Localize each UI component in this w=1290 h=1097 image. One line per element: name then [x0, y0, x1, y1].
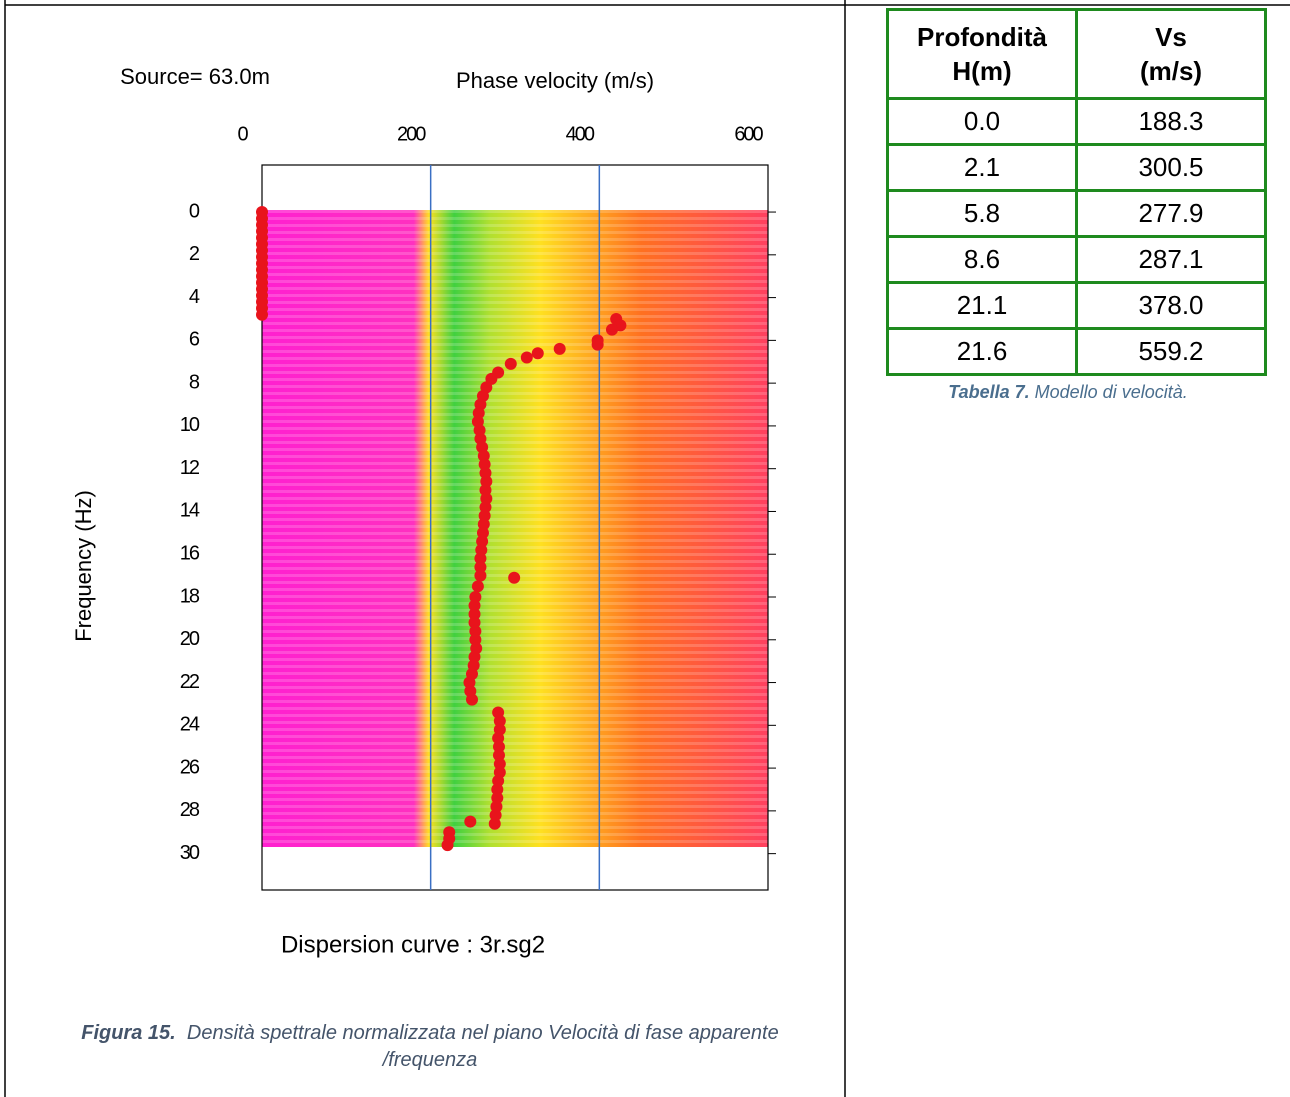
table-row: 8.6 287.1 [886, 235, 1267, 284]
y-tick-label: 28 [180, 799, 200, 821]
dispersion-point [488, 817, 501, 830]
dispersion-point [605, 323, 618, 336]
y-tick-label: 8 [189, 371, 200, 393]
dispersion-point [508, 571, 521, 584]
header-row: Profondità H(m) Vs (m/s) [886, 8, 1267, 100]
table-cell: 2.1 [886, 143, 1078, 192]
y-tick-label: 4 [189, 286, 200, 308]
y-tick-label: 18 [180, 585, 200, 607]
header-text: Profondità [917, 22, 1047, 52]
dispersion-point [464, 815, 477, 828]
table-cell: 287.1 [1075, 235, 1267, 284]
y-tick-label: 10 [180, 414, 200, 436]
table-cell: 21.1 [886, 281, 1078, 330]
table-cell: 277.9 [1075, 189, 1267, 238]
dispersion-point [469, 625, 482, 638]
dispersion-point [493, 757, 506, 770]
y-tick-label: 12 [180, 457, 200, 479]
dispersion-point [492, 740, 505, 753]
plot-frame [261, 164, 769, 891]
y-tick-label: 30 [180, 842, 200, 864]
table-row: 0.0 188.3 [886, 97, 1267, 146]
dispersion-point [531, 347, 544, 360]
y-tick-label: 16 [180, 543, 200, 565]
y-tick-label: 24 [180, 714, 200, 736]
table-cell: 559.2 [1075, 327, 1267, 376]
dispersion-point [465, 693, 478, 706]
dispersion-point [504, 357, 517, 370]
table-cell: 8.6 [886, 235, 1078, 284]
table-cell: 378.0 [1075, 281, 1267, 330]
x-tick-label: 400 [566, 123, 595, 145]
dispersion-point [474, 552, 487, 565]
y-tick-label: 22 [180, 671, 200, 693]
table-row: 21.6 559.2 [886, 327, 1267, 376]
figure-caption: Figura 15. Densità spettrale normalizzat… [80, 1020, 780, 1074]
dispersion-point [256, 308, 268, 321]
header-cell: Vs (m/s) [1075, 8, 1267, 100]
header-cell: Profondità H(m) [886, 8, 1078, 100]
caption-label: Tabella 7. [948, 382, 1030, 402]
curve-label: Dispersion curve : 3r.sg2 [281, 931, 545, 958]
y-tick-label: 20 [180, 628, 200, 650]
dispersion-point [520, 351, 533, 364]
velocity-table: Profondità H(m) Vs (m/s) 0.0 188.3 2.1 300.5 5… [886, 8, 1267, 376]
dispersion-point [441, 839, 454, 852]
header-text: H(m) [952, 56, 1012, 86]
y-tick-label: 6 [189, 329, 200, 351]
dispersion-point [553, 342, 566, 355]
spectral-texture [262, 210, 768, 847]
dispersion-point [493, 715, 506, 728]
table-cell: 300.5 [1075, 143, 1267, 192]
dispersion-point [471, 580, 484, 593]
table-cell: 188.3 [1075, 97, 1267, 146]
table-cell: 5.8 [886, 189, 1078, 238]
dispersion-point [491, 783, 504, 796]
caption-text: Densità spettrale normalizzata nel piano… [186, 1022, 779, 1071]
y-axis-title: Frequency (Hz) [71, 490, 96, 642]
x-tick-label: 600 [734, 123, 763, 145]
dispersion-point [468, 608, 481, 621]
y-tick-label: 0 [189, 200, 200, 222]
header-text: Vs [1155, 22, 1187, 52]
table-cell: 21.6 [886, 327, 1078, 376]
x-axis-title: Phase velocity (m/s) [456, 68, 654, 93]
y-tick-label: 2 [189, 243, 200, 265]
caption-text: Modello di velocità. [1034, 382, 1188, 402]
y-tick-label: 26 [180, 756, 200, 778]
dispersion-point [474, 561, 487, 574]
table-row: 5.8 277.9 [886, 189, 1267, 238]
x-tick-label: 200 [397, 123, 426, 145]
table-cell: 0.0 [886, 97, 1078, 146]
x-tick-label: 0 [237, 123, 248, 145]
dispersion-point [474, 569, 487, 582]
dispersion-point [468, 599, 481, 612]
table-row: 21.1 378.0 [886, 281, 1267, 330]
source-label: Source= 63.0m [120, 64, 270, 89]
dispersion-point [591, 338, 604, 351]
y-tick-label: 14 [180, 500, 200, 522]
caption-label: Figura 15. [81, 1022, 176, 1044]
table-caption: Tabella 7. Modello di velocità. [886, 382, 1250, 403]
table-row: 2.1 300.5 [886, 143, 1267, 192]
header-text: (m/s) [1139, 56, 1203, 86]
